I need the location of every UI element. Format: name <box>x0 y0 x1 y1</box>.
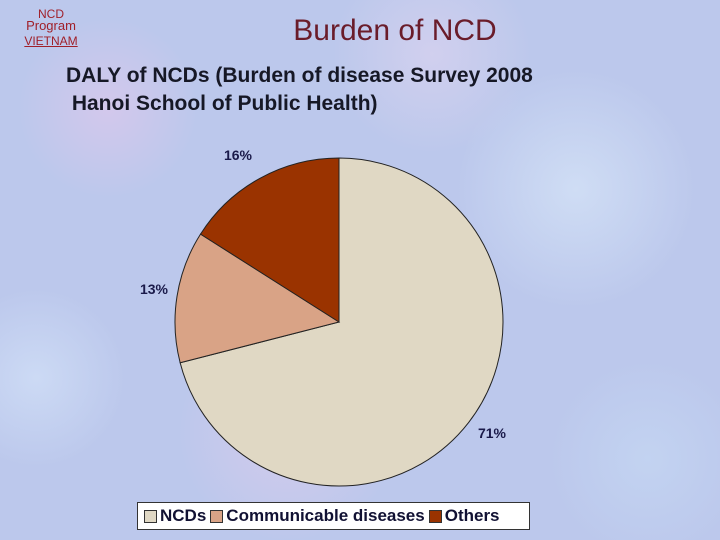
legend-label-ncds: NCDs <box>160 506 207 525</box>
legend-label-communicable: Communicable diseases <box>226 506 425 525</box>
logo-line-program: Program <box>26 18 76 33</box>
chart-subtitle: DALY of NCDs (Burden of disease Survey 2… <box>66 62 533 118</box>
legend-item-communicable: Communicable diseases <box>210 506 425 526</box>
legend-item-others: Others <box>428 506 500 526</box>
logo-line-vietnam[interactable]: VIETNAM <box>24 34 78 48</box>
legend-swatch-communicable <box>210 509 224 523</box>
subtitle-line-1: DALY of NCDs (Burden of disease Survey 2… <box>66 64 533 87</box>
logo-line-ncd: NCD <box>38 7 64 21</box>
legend-swatch-ncds <box>144 509 157 523</box>
legend-label-others: Others <box>444 506 500 525</box>
page-title: Burden of NCD <box>293 14 497 47</box>
pie-slice-communicable <box>174 233 341 364</box>
legend-swatch-others <box>428 509 442 523</box>
pie-slice-ncds <box>179 157 504 487</box>
subtitle-line-2: Hanoi School of Public Health) <box>66 92 378 115</box>
pie-label-communicable: 13% <box>140 281 169 297</box>
chart-legend: NCDs Communicable diseases Others <box>137 502 530 530</box>
pie-label-others: 16% <box>224 147 253 163</box>
pie-slice-others <box>199 157 340 323</box>
legend-item-ncds: NCDs <box>144 506 206 526</box>
ncd-program-logo: NCD Program VIETNAM <box>14 8 88 47</box>
pie-label-ncds: 71% <box>478 425 507 441</box>
